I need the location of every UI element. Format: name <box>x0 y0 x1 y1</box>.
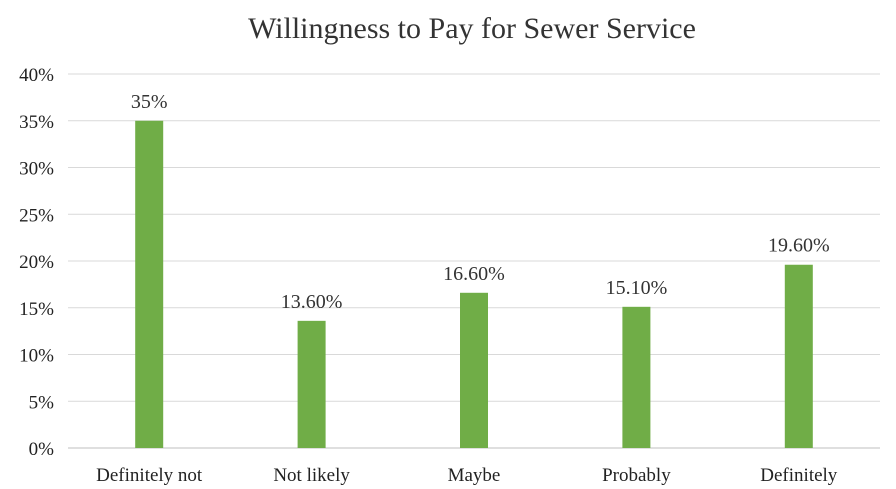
y-tick-label: 25% <box>19 205 54 226</box>
data-label: 19.60% <box>768 235 830 257</box>
bar <box>460 292 488 448</box>
chart-title: Willingness to Pay for Sewer Service <box>248 12 696 45</box>
data-labels: 35% 13.60% 16.60% 15.10% 19.60% <box>131 91 830 313</box>
y-axis-ticks: 0% 5% 10% 15% 20% 25% 30% 35% 40% <box>19 65 54 460</box>
data-label: 15.10% <box>606 277 668 299</box>
y-tick-label: 5% <box>29 392 55 413</box>
bars <box>135 120 813 448</box>
bar <box>135 120 164 448</box>
data-label: 16.60% <box>443 263 505 285</box>
bar <box>297 320 326 448</box>
category-label: Definitely <box>760 465 838 486</box>
y-tick-label: 10% <box>19 346 54 367</box>
y-tick-label: 15% <box>19 299 54 320</box>
category-label: Not likely <box>273 465 350 486</box>
y-tick-label: 0% <box>29 439 55 460</box>
y-tick-label: 20% <box>19 252 54 273</box>
category-label: Probably <box>602 465 671 486</box>
category-label: Maybe <box>448 465 501 486</box>
bar <box>622 306 651 448</box>
x-axis-categories: Definitely not Not likely Maybe Probably Def… <box>96 465 838 486</box>
y-tick-label: 40% <box>19 65 54 86</box>
bar <box>784 264 813 448</box>
data-label: 35% <box>131 91 168 113</box>
y-tick-label: 35% <box>19 112 54 133</box>
data-label: 13.60% <box>281 291 343 313</box>
y-tick-label: 30% <box>19 159 54 180</box>
category-label: Definitely not <box>96 465 203 486</box>
gridlines <box>68 73 880 449</box>
